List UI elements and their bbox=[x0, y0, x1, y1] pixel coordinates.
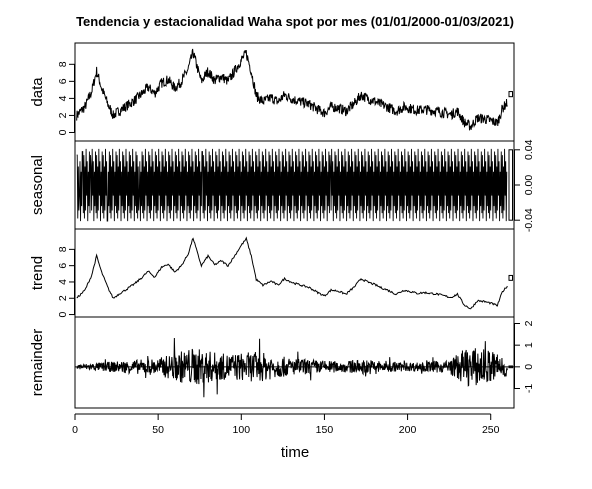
y-tick-label: 6 bbox=[57, 263, 69, 269]
panel-data: 0 2 4 6 8 data bbox=[29, 42, 515, 142]
panel-seasonal: -0.04 0.00 0.04 seasonal bbox=[29, 139, 535, 232]
x-tick-label: 0 bbox=[72, 424, 78, 436]
panels: 0 2 4 6 8 data -0.04 0.00 0.04 seasonal 0 2 4 6 8 trend… bbox=[29, 42, 535, 409]
panel-remainder: -1 0 1 2 remainder bbox=[29, 316, 535, 409]
y-tick-label: 0.00 bbox=[523, 175, 535, 196]
y-tick-label: 4 bbox=[57, 95, 69, 101]
range-bar-trend bbox=[508, 274, 513, 281]
series-line-data bbox=[76, 48, 508, 131]
y-ticks-data: 0 2 4 6 8 bbox=[57, 61, 75, 135]
x-tick-label: 50 bbox=[152, 424, 164, 436]
chart-title: Tendencia y estacionalidad Waha spot por… bbox=[76, 14, 514, 29]
range-bar-data bbox=[508, 91, 513, 98]
x-tick-label: 250 bbox=[482, 424, 500, 436]
series-line-remainder bbox=[76, 338, 508, 398]
y-ticks-seasonal: -0.04 0.00 0.04 bbox=[514, 139, 535, 232]
x-tick-label: 100 bbox=[233, 424, 251, 436]
y-tick-label: 0 bbox=[57, 311, 69, 317]
y-tick-label: -1 bbox=[523, 384, 535, 393]
panel-trend: 0 2 4 6 8 trend bbox=[29, 228, 515, 318]
y-tick-label: 8 bbox=[57, 246, 69, 252]
y-tick-label: 6 bbox=[57, 78, 69, 84]
series-line-seasonal bbox=[76, 148, 508, 222]
panel-frame-data bbox=[74, 42, 515, 142]
y-tick-label: 0.04 bbox=[523, 139, 535, 160]
series-line-trend bbox=[76, 236, 508, 310]
x-axis-label: time bbox=[281, 444, 309, 461]
y-tick-label: 0 bbox=[523, 364, 535, 370]
range-bar-seasonal bbox=[508, 149, 513, 221]
y-tick-label: 8 bbox=[57, 61, 69, 67]
y-ticks-remainder: -1 0 1 2 bbox=[514, 320, 535, 393]
panel-label-trend: trend bbox=[29, 256, 46, 290]
y-tick-label: 4 bbox=[57, 279, 69, 285]
panel-frame-trend bbox=[74, 228, 515, 318]
x-tick-label: 150 bbox=[316, 424, 334, 436]
range-bar-remainder bbox=[508, 365, 513, 369]
y-tick-label: 1 bbox=[523, 342, 535, 348]
y-ticks-trend: 0 2 4 6 8 bbox=[57, 246, 75, 317]
x-axis: 0 50 100 150 200 250 bbox=[72, 413, 500, 436]
y-tick-label: 2 bbox=[57, 112, 69, 118]
y-tick-label: 2 bbox=[57, 295, 69, 301]
x-tick-label: 200 bbox=[399, 424, 417, 436]
y-tick-label: 2 bbox=[523, 320, 535, 326]
panel-label-remainder: remainder bbox=[29, 329, 46, 397]
y-tick-label: 0 bbox=[57, 129, 69, 135]
panel-label-seasonal: seasonal bbox=[29, 155, 46, 215]
y-tick-label: -0.04 bbox=[523, 208, 535, 232]
panel-label-data: data bbox=[29, 77, 46, 107]
